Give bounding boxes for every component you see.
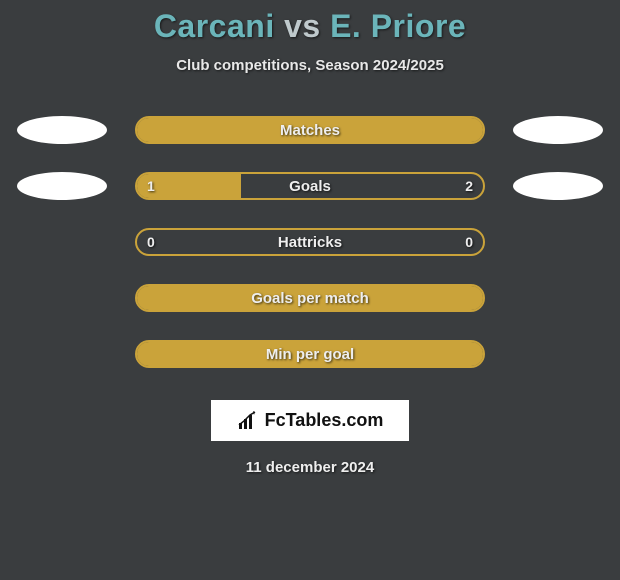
stat-label: Goals	[289, 178, 331, 195]
brand-chart-icon	[237, 411, 259, 431]
vs-text: vs	[284, 8, 321, 44]
stat-value-left: 0	[147, 234, 155, 250]
player1-name: Carcani	[154, 8, 275, 44]
stat-row: Matches	[7, 116, 613, 144]
player1-avatar	[17, 116, 107, 144]
stat-bar: Min per goal	[135, 340, 485, 368]
brand-text: FcTables.com	[265, 410, 384, 431]
stat-bar: Goals per match	[135, 284, 485, 312]
page-title: Carcani vs E. Priore	[154, 8, 466, 45]
player2-avatar	[513, 172, 603, 200]
stat-label: Min per goal	[266, 346, 354, 363]
stat-row: Goals per match	[7, 284, 613, 312]
brand-badge[interactable]: FcTables.com	[211, 400, 410, 441]
date-text: 11 december 2024	[246, 459, 374, 476]
stat-label: Matches	[280, 122, 340, 139]
stat-bar: 0 0 Hattricks	[135, 228, 485, 256]
stat-label: Hattricks	[278, 234, 342, 251]
subtitle: Club competitions, Season 2024/2025	[176, 57, 444, 74]
player2-avatar	[513, 116, 603, 144]
stat-value-left: 1	[147, 178, 155, 194]
stat-value-right: 0	[465, 234, 473, 250]
player1-avatar	[17, 172, 107, 200]
stat-bar: Matches	[135, 116, 485, 144]
player2-name: E. Priore	[330, 8, 466, 44]
stats-rows: Matches 1 2 Goals 0 0 Hattricks Goals per match…	[7, 116, 613, 396]
stat-row: 0 0 Hattricks	[7, 228, 613, 256]
stat-label: Goals per match	[251, 290, 369, 307]
stat-row: 1 2 Goals	[7, 172, 613, 200]
stat-row: Min per goal	[7, 340, 613, 368]
stats-compare-card: Carcani vs E. Priore Club competitions, …	[0, 0, 620, 476]
stat-bar: 1 2 Goals	[135, 172, 485, 200]
stat-value-right: 2	[465, 178, 473, 194]
